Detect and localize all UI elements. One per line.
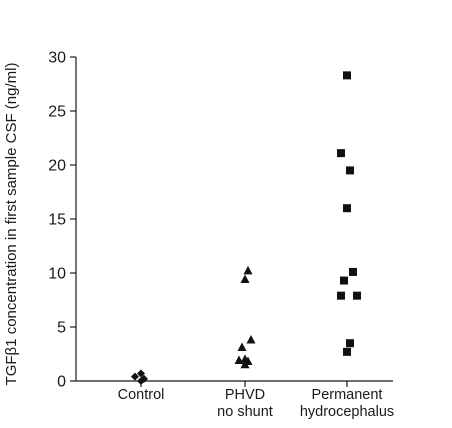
square-point [346, 166, 354, 175]
triangle-point [243, 265, 253, 275]
square-point [349, 267, 357, 276]
square-point [337, 291, 345, 300]
y-tick-label: 20 [48, 158, 66, 175]
diamond-point [137, 369, 145, 378]
y-tick-label: 15 [48, 212, 66, 229]
triangle-point [240, 354, 250, 363]
y-tick-label: 0 [57, 374, 66, 391]
y-ticks: 0 5 10 15 20 25 30 [48, 50, 76, 391]
square-point [346, 339, 354, 348]
triangle-point [246, 334, 256, 344]
square-point [353, 291, 361, 300]
square-point [337, 149, 345, 158]
y-axis: 0 5 10 15 20 25 30 [48, 50, 77, 391]
data-points [131, 71, 361, 385]
x-tick-label: hydrocephalus [300, 404, 394, 420]
y-tick-label: 5 [57, 320, 66, 337]
y-tick-label: 10 [48, 266, 66, 283]
square-point [343, 71, 351, 80]
diamond-point [140, 374, 148, 383]
diamond-point [131, 372, 139, 381]
x-tick-label: Permanent [312, 387, 383, 403]
square-point [343, 204, 351, 213]
square-point [340, 276, 348, 285]
x-tick-label: no shunt [217, 404, 273, 420]
y-tick-label: 25 [48, 104, 66, 121]
y-tick-label: 30 [48, 50, 66, 67]
x-tick-label: PHVD [225, 387, 265, 403]
triangle-point [237, 342, 247, 352]
triangle-point [240, 274, 250, 283]
x-tick-label: Control [118, 387, 165, 403]
y-axis-title: TGFβ1 concentration in first sample CSF … [3, 63, 20, 386]
square-point [343, 347, 351, 356]
